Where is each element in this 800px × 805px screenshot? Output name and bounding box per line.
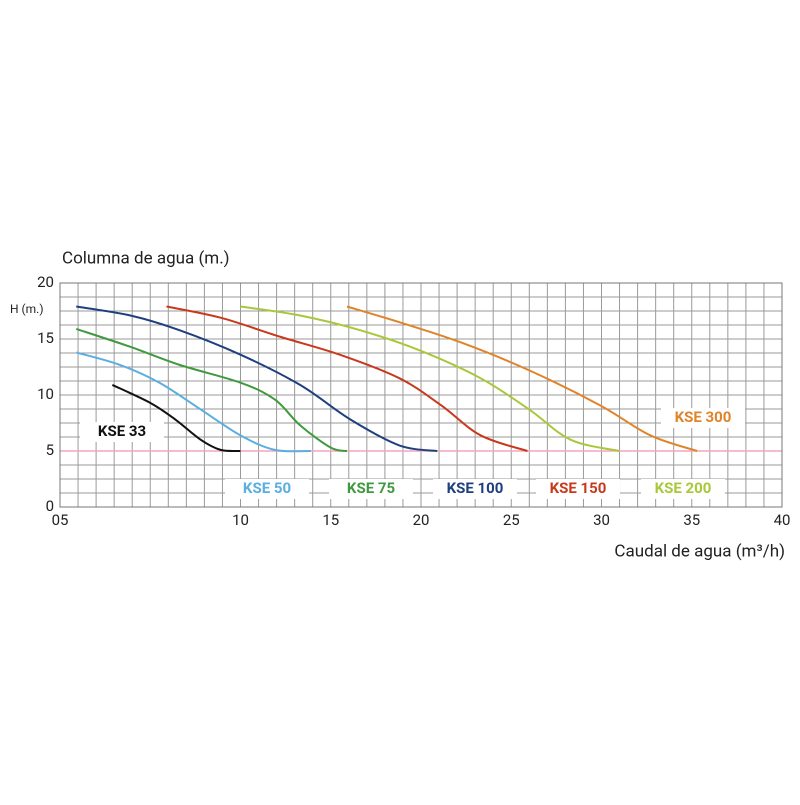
curve	[346, 305, 698, 452]
x-tick-label: 30	[593, 511, 610, 529]
y-axis-title: Columna de agua (m.)	[62, 248, 230, 268]
curve	[166, 305, 528, 452]
x-tick-label: 15	[322, 511, 339, 529]
series-label: KSE 75	[347, 479, 395, 497]
y-tick-label: 5	[46, 441, 54, 459]
x-tick-label: 05	[52, 511, 69, 529]
y-tick-label: 15	[37, 329, 54, 347]
series-label: KSE 50	[243, 479, 291, 497]
x-tick-label: 40	[774, 511, 791, 529]
plot-border	[59, 282, 783, 508]
x-tick-label: 25	[503, 511, 520, 529]
label-bg	[329, 479, 413, 499]
y-tick-label: 20	[37, 273, 54, 291]
series-label: KSE 150	[550, 479, 607, 497]
label-bg	[225, 479, 309, 499]
label-bg	[536, 479, 620, 499]
series-label: KSE 300	[675, 408, 732, 426]
curve	[76, 305, 438, 452]
series-label: KSE 100	[447, 479, 504, 497]
curve	[240, 305, 620, 452]
x-tick-label: 20	[413, 511, 430, 529]
y-axis-unit: H (m.)	[10, 302, 44, 316]
label-bg	[641, 479, 725, 499]
x-axis-title: Caudal de agua (m³/h)	[614, 541, 785, 561]
x-tick-label: 35	[683, 511, 700, 529]
x-tick-label: 10	[232, 511, 249, 529]
series-label: KSE 33	[98, 422, 146, 440]
curve	[75, 327, 348, 452]
label-bg	[661, 408, 745, 428]
y-tick-label: 0	[46, 497, 54, 515]
curve	[111, 384, 241, 453]
y-tick-label: 10	[37, 385, 54, 403]
series-label: KSE 200	[655, 479, 712, 497]
label-bg	[80, 422, 164, 442]
label-bg	[433, 479, 517, 499]
curve	[75, 351, 311, 453]
